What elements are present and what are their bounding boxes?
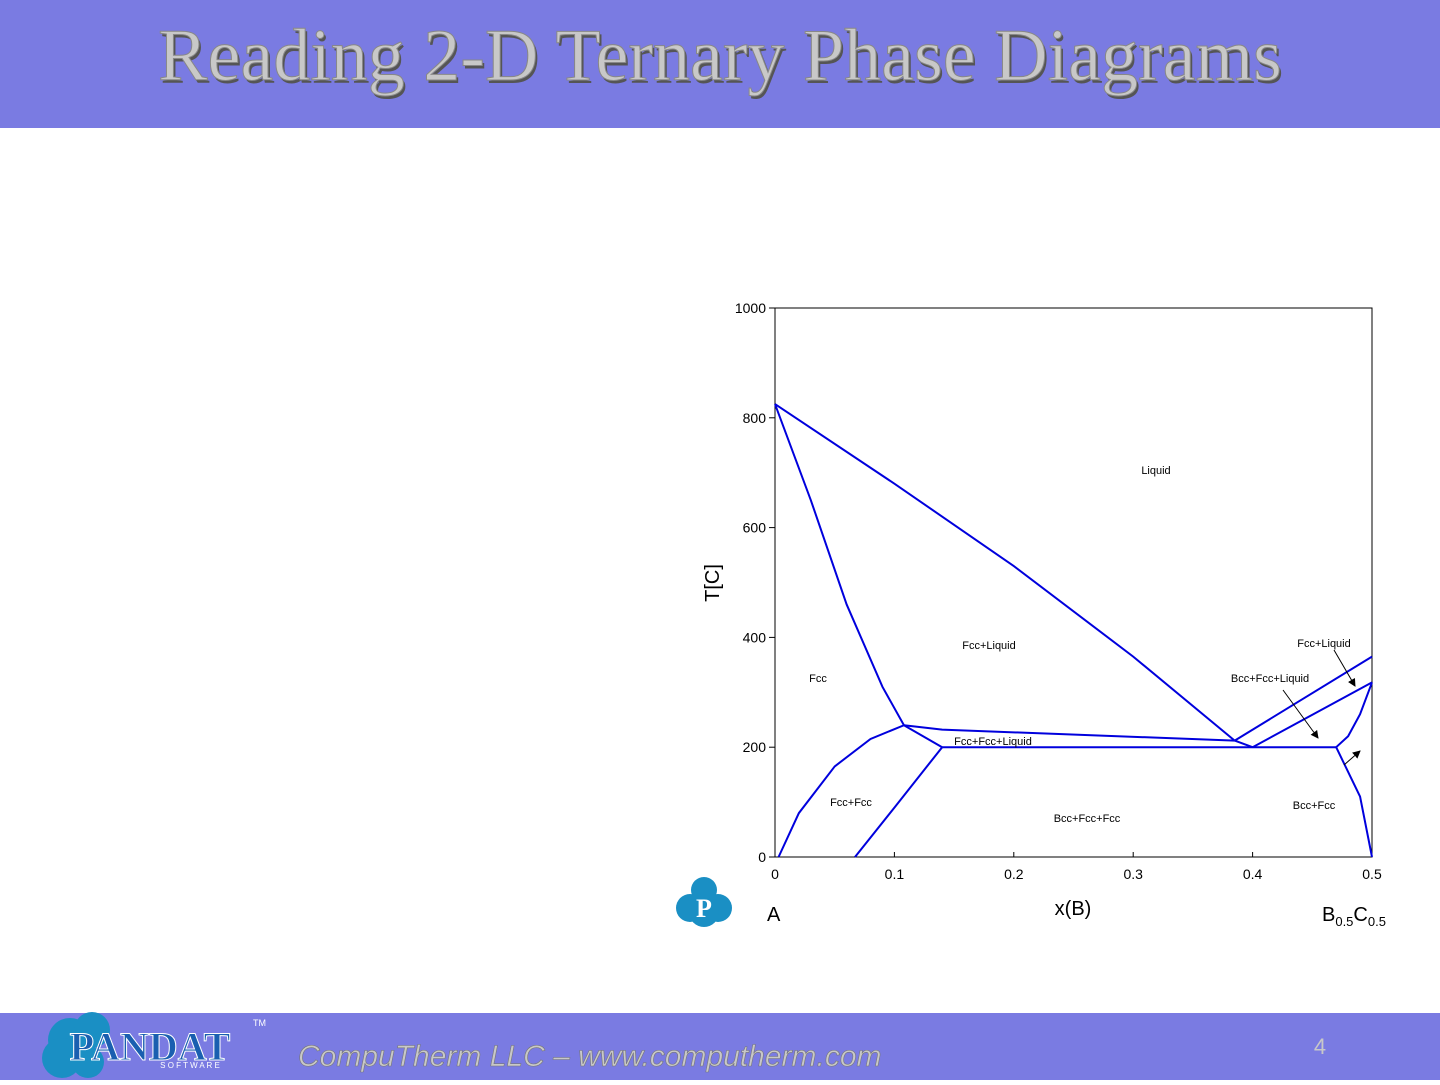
x-tick-label: 0.5 bbox=[1362, 866, 1382, 882]
pandat-logo: PANDAT S O F T W A R E TM bbox=[42, 1012, 266, 1078]
footer-bar bbox=[0, 1013, 1440, 1080]
logo-sub: S O F T W A R E bbox=[160, 1061, 220, 1070]
arrow bbox=[1333, 649, 1356, 687]
y-axis-label: T[C] bbox=[702, 564, 724, 602]
phase-boundary bbox=[854, 746, 943, 858]
arrow bbox=[1343, 750, 1361, 766]
y-tick-label: 600 bbox=[743, 520, 767, 536]
x-tick-label: 0.4 bbox=[1243, 866, 1263, 882]
y-tick-label: 800 bbox=[743, 410, 767, 426]
corner-label: A bbox=[767, 904, 781, 926]
trademark: TM bbox=[253, 1018, 266, 1028]
title-shadow: Reading 2-D Ternary Phase Diagrams bbox=[160, 18, 1284, 100]
phase-boundary bbox=[903, 724, 943, 749]
corner-part: C bbox=[1353, 904, 1367, 926]
phase-boundary bbox=[1335, 746, 1373, 858]
region-label: Bcc+Fcc+Fcc bbox=[1054, 813, 1121, 825]
plot: 0 0.1 0.2 0.3 0.4 0.5 0 200 400 600 800 1000 Liquid F… bbox=[735, 300, 1382, 882]
region-label: Fcc+Liquid bbox=[1297, 638, 1351, 650]
x-tick-label: 0.1 bbox=[885, 866, 905, 882]
page-number: 4 bbox=[1314, 1034, 1326, 1059]
region-label: Fcc+Liquid bbox=[962, 640, 1016, 652]
corner-part: 0.5 bbox=[1335, 914, 1353, 929]
region-label: Fcc+Fcc+Liquid bbox=[954, 736, 1032, 748]
corner-part: 0.5 bbox=[1368, 914, 1386, 929]
x-tick-label: 0 bbox=[771, 866, 779, 882]
region-label: Fcc+Fcc bbox=[830, 797, 872, 809]
phase-boundary bbox=[903, 724, 1235, 742]
phase-boundary bbox=[774, 403, 1236, 742]
corner-part: B bbox=[1322, 904, 1335, 926]
phase-boundary bbox=[777, 724, 905, 858]
y-tick-label: 200 bbox=[743, 739, 767, 755]
svg-text:P: P bbox=[696, 894, 712, 923]
phase-boundary bbox=[1252, 681, 1373, 749]
slide-title: Reading 2-D Ternary Phase Diagrams bbox=[158, 15, 1282, 97]
header-bar bbox=[0, 0, 1440, 128]
region-label: Bcc+Fcc bbox=[1293, 800, 1336, 812]
region-label: Liquid bbox=[1141, 465, 1170, 477]
x-axis-label: x(B) bbox=[1055, 898, 1092, 920]
phase-boundary bbox=[774, 403, 905, 726]
phase-boundary bbox=[1234, 739, 1253, 749]
x-tick-label: 0.2 bbox=[1004, 866, 1024, 882]
corner-label: B0.5C0.5 bbox=[1322, 904, 1386, 929]
y-tick-label: 0 bbox=[758, 849, 766, 865]
logo-text: PANDAT bbox=[70, 1024, 231, 1069]
region-label: Bcc+Fcc+Liquid bbox=[1231, 673, 1309, 685]
arrow bbox=[1282, 689, 1319, 739]
p-logo: P bbox=[676, 877, 732, 927]
phase-boundary bbox=[1335, 682, 1373, 748]
y-tick-label: 1000 bbox=[735, 300, 766, 316]
y-tick-label: 400 bbox=[743, 629, 767, 645]
region-label: Fcc bbox=[809, 673, 827, 685]
plot-frame bbox=[774, 307, 1373, 858]
phase-boundary bbox=[1234, 655, 1373, 742]
x-tick-label: 0.3 bbox=[1123, 866, 1143, 882]
footer-text: CompuTherm LLC – www.computherm.com bbox=[298, 1040, 882, 1073]
